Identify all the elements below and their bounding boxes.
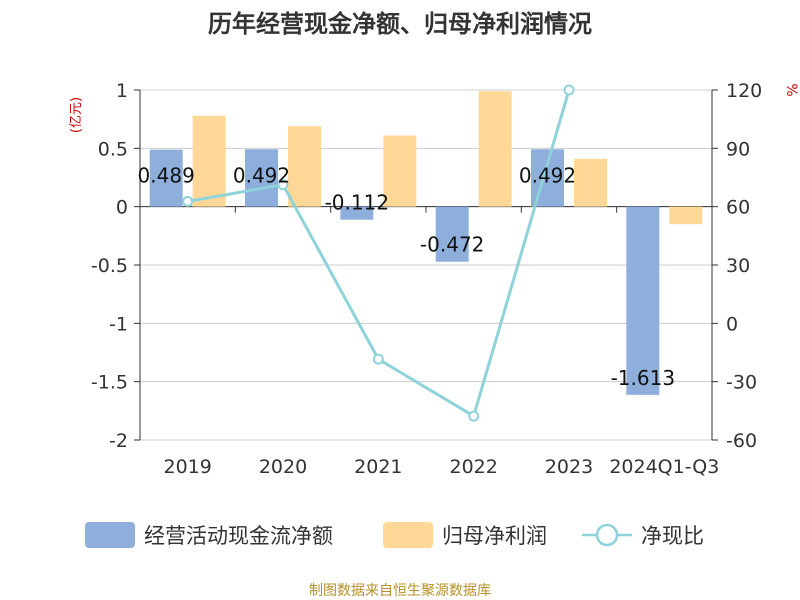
y-left-tick-label: 1 — [116, 80, 128, 102]
line-point[interactable] — [182, 195, 194, 207]
bar-cashflow[interactable] — [340, 206, 374, 220]
legend[interactable]: 经营活动现金流净额 归母净利润 净现比 — [85, 522, 704, 548]
y-left-tick-label: 0.5 — [98, 138, 128, 160]
source-note: 制图数据来自恒生聚源数据库 — [309, 583, 491, 599]
chart-title: 历年经营现金净额、归母净利润情况 — [208, 10, 592, 38]
bar-data-label: -1.613 — [611, 366, 675, 390]
line-point[interactable] — [563, 84, 575, 96]
legend-marker-icon — [595, 523, 619, 547]
axes: 1 0.5 0 -0.5 -1 -1.5 -2 120 90 60 30 0 -30 -60 2019 202… — [91, 80, 762, 478]
y-right-tick-label: 90 — [726, 138, 750, 160]
data-labels: 0.489 0.492 -0.112 -0.472 0.492 -1.613 — [138, 163, 676, 390]
y-left-tick-label: 0 — [116, 197, 128, 219]
bar-cashflow[interactable] — [245, 149, 278, 207]
legend-swatch — [85, 522, 135, 548]
bar-net-profit[interactable] — [192, 115, 226, 207]
y-left-tick-label: -2 — [109, 430, 128, 452]
x-tick-label: 2024Q1-Q3 — [609, 456, 719, 478]
line-point[interactable] — [277, 179, 289, 191]
y-left-tick-label: -1 — [109, 313, 128, 335]
y-left-tick-label: -1.5 — [91, 372, 128, 394]
line-point[interactable] — [468, 410, 480, 422]
legend-label[interactable]: 净现比 — [641, 524, 704, 548]
bar-net-profit[interactable] — [478, 91, 512, 207]
x-tick-label: 2023 — [545, 456, 593, 478]
legend-label[interactable]: 归母净利润 — [442, 524, 547, 548]
right-axis-unit: % — [783, 83, 799, 96]
bar-cashflow[interactable] — [435, 206, 469, 262]
legend-label[interactable]: 经营活动现金流净额 — [144, 524, 333, 548]
y-left-tick-label: -0.5 — [91, 255, 128, 277]
x-tick-label: 2021 — [354, 456, 402, 478]
bar-data-label: 0.489 — [138, 164, 195, 188]
left-axis-unit: (亿元) — [69, 97, 84, 133]
line-series — [182, 84, 575, 422]
line-net-cash-ratio — [187, 89, 571, 419]
line-point[interactable] — [372, 353, 384, 365]
y-right-tick-label: 0 — [726, 313, 738, 335]
x-tick-label: 2020 — [259, 456, 307, 478]
bar-data-label: -0.112 — [325, 191, 389, 215]
bars — [149, 91, 703, 395]
bar-net-profit[interactable] — [669, 206, 703, 225]
y-right-tick-label: 120 — [726, 80, 762, 102]
bar-data-label: -0.472 — [420, 233, 484, 257]
x-tick-label: 2022 — [449, 456, 497, 478]
bar-net-profit[interactable] — [383, 135, 417, 207]
bar-cashflow[interactable] — [149, 149, 183, 207]
y-right-tick-label: -60 — [726, 430, 757, 452]
bar-data-label: 0.492 — [519, 163, 576, 187]
y-right-tick-label: 30 — [726, 255, 750, 277]
bar-cashflow[interactable] — [626, 206, 660, 395]
y-right-tick-label: -30 — [726, 372, 757, 394]
legend-swatch — [383, 522, 433, 548]
bar-data-label: 0.492 — [233, 163, 290, 187]
bar-net-profit[interactable] — [574, 158, 607, 207]
x-tick-label: 2019 — [163, 456, 211, 478]
y-right-tick-label: 60 — [726, 197, 750, 219]
bar-net-profit[interactable] — [288, 126, 321, 207]
